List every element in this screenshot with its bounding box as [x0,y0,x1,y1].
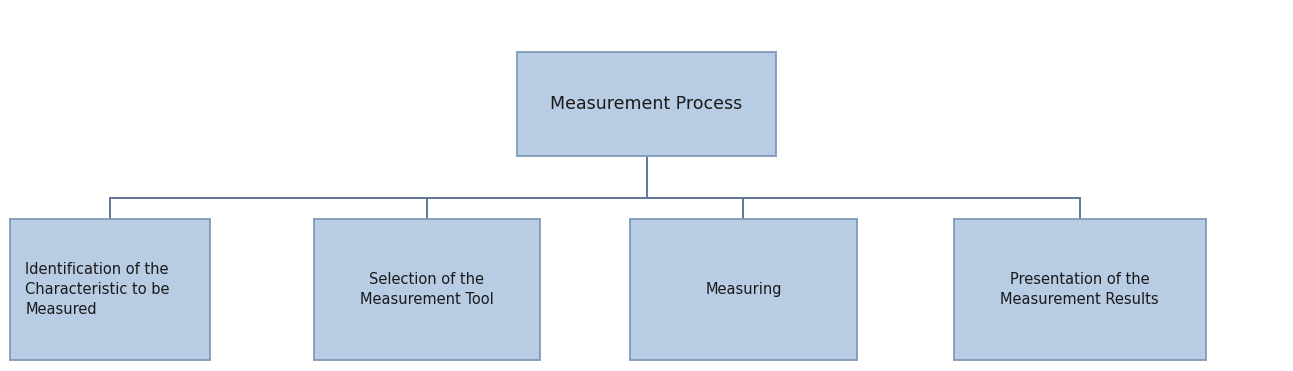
FancyBboxPatch shape [10,219,209,360]
Text: Selection of the
Measurement Tool: Selection of the Measurement Tool [359,272,494,307]
FancyBboxPatch shape [314,219,540,360]
FancyBboxPatch shape [517,52,776,156]
Text: Measuring: Measuring [705,282,782,297]
Text: Presentation of the
Measurement Results: Presentation of the Measurement Results [1001,272,1159,307]
Text: Identification of the
Characteristic to be
Measured: Identification of the Characteristic to … [26,262,169,317]
FancyBboxPatch shape [630,219,856,360]
FancyBboxPatch shape [953,219,1205,360]
Text: Measurement Process: Measurement Process [551,95,742,113]
